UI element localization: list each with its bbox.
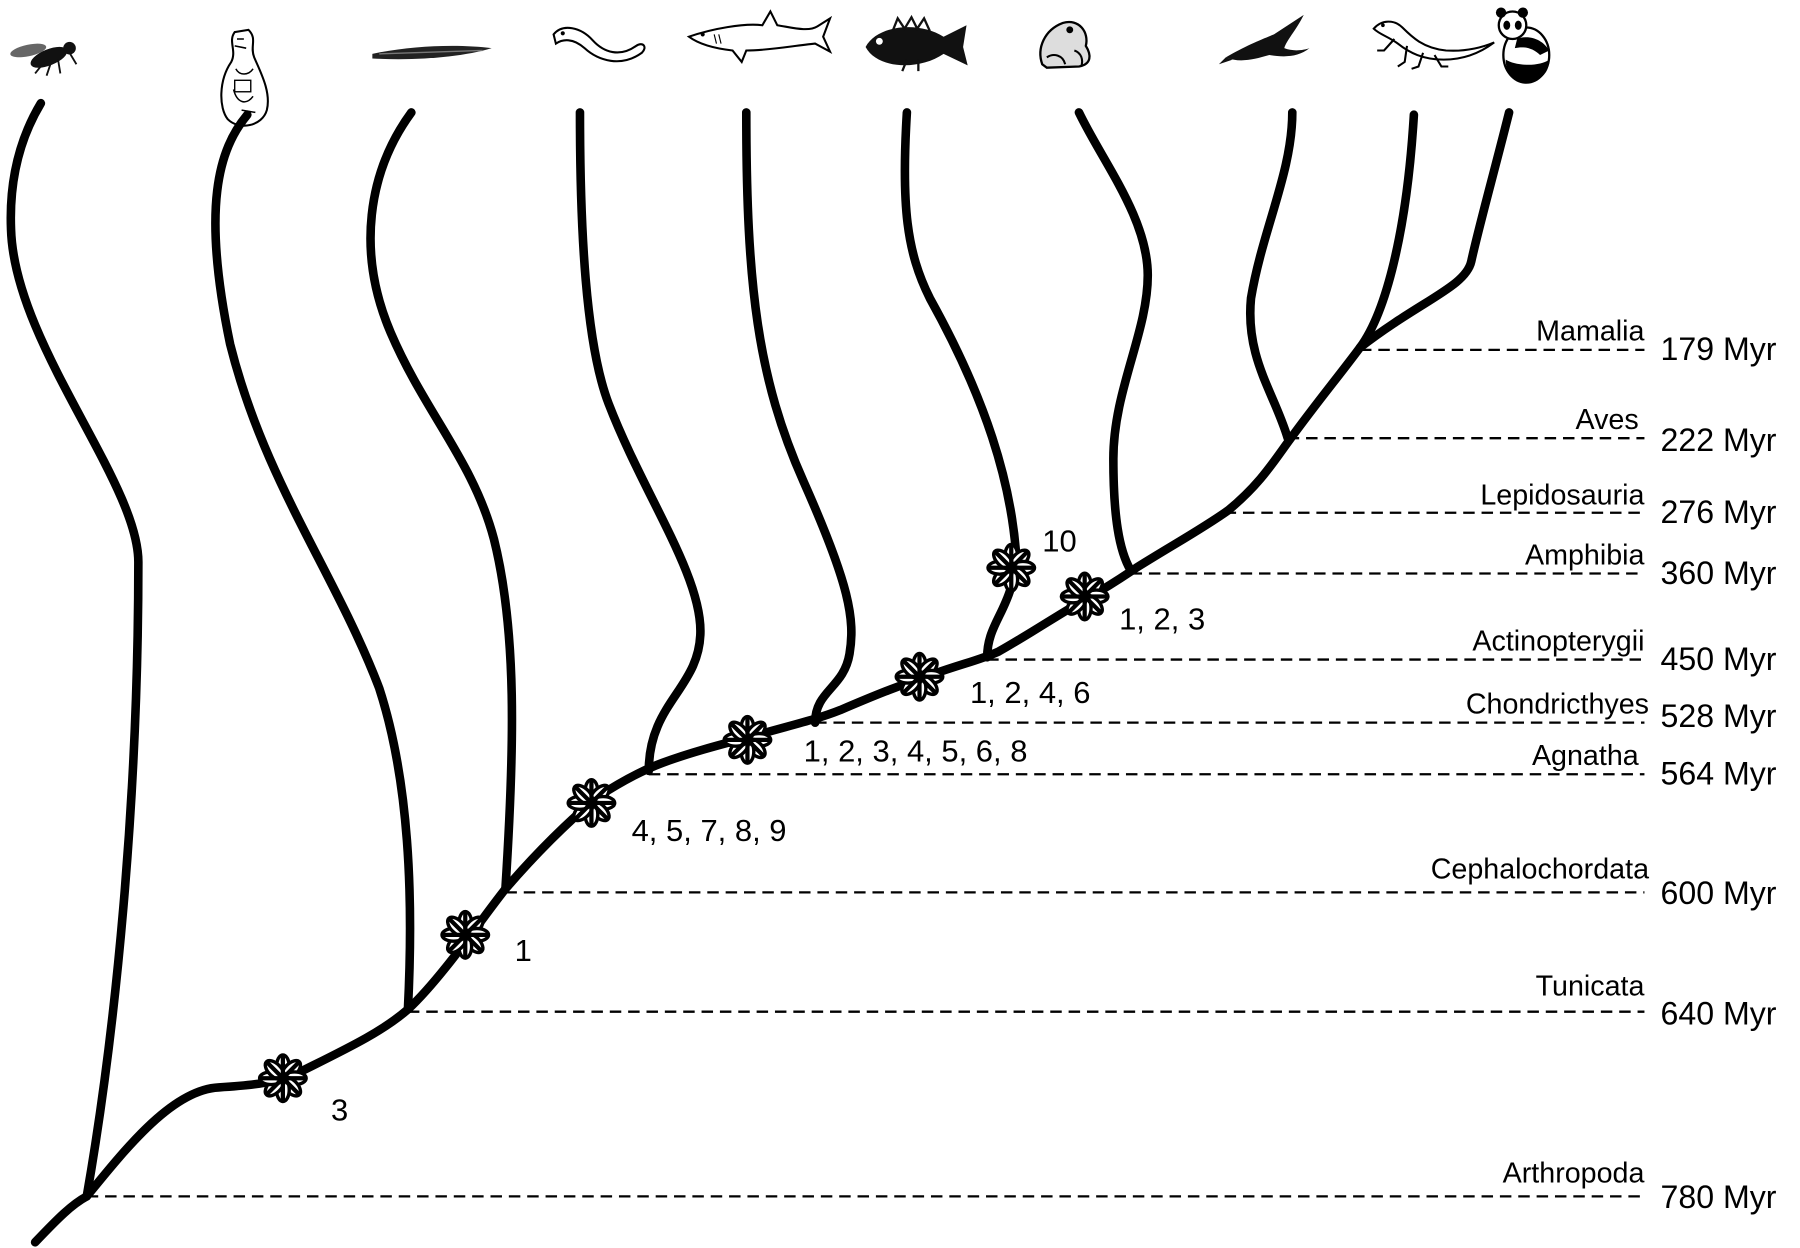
fly-icon bbox=[10, 41, 78, 76]
event-marker bbox=[1061, 573, 1108, 620]
age-label-actinopterygii: 450 Myr bbox=[1661, 641, 1777, 677]
clade-label-aves: Aves bbox=[1576, 404, 1639, 436]
event-label: 3 bbox=[331, 1093, 348, 1128]
age-label-cephalochordata: 600 Myr bbox=[1661, 875, 1777, 911]
event-label: 1, 2, 3, 4, 5, 6, 8 bbox=[804, 734, 1028, 769]
clade-label-chondricthyes: Chondricthyes bbox=[1466, 688, 1649, 720]
clade-label-actinopterygii: Actinopterygii bbox=[1472, 625, 1644, 657]
clade-label-cephalochordata: Cephalochordata bbox=[1431, 854, 1649, 886]
lancelet-icon bbox=[372, 45, 492, 60]
age-label-amphibia: 360 Myr bbox=[1661, 555, 1777, 591]
event-marker bbox=[988, 545, 1035, 592]
branch-amphibia bbox=[1074, 108, 1153, 575]
tunicate-icon bbox=[220, 28, 269, 127]
clade-label-amphibia: Amphibia bbox=[1525, 539, 1645, 571]
shark-icon bbox=[686, 9, 833, 64]
clade-label-mamalia: Mamalia bbox=[1536, 316, 1644, 348]
age-label-chondricthyes: 528 Myr bbox=[1661, 698, 1777, 734]
age-label-aves: 222 Myr bbox=[1661, 422, 1777, 458]
panda-icon bbox=[1495, 7, 1551, 84]
branch-actinopterygii bbox=[900, 108, 1021, 662]
branch-tunicata bbox=[211, 110, 415, 1014]
event-label: 10 bbox=[1042, 524, 1076, 559]
clade-label-arthropoda: Arthropoda bbox=[1503, 1158, 1645, 1190]
branch-agnatha bbox=[575, 108, 705, 776]
age-label-mamalia: 179 Myr bbox=[1661, 331, 1777, 367]
branch-arthropoda bbox=[6, 98, 143, 1201]
branch-backbone bbox=[30, 110, 1419, 1247]
event-marker bbox=[260, 1055, 307, 1102]
clade-label-tunicata: Tunicata bbox=[1536, 971, 1645, 1003]
event-label: 1 bbox=[515, 933, 532, 968]
event-label: 1, 2, 4, 6 bbox=[970, 675, 1091, 710]
branch-mamalia bbox=[1355, 108, 1514, 352]
event-marker bbox=[896, 653, 943, 700]
age-label-agnatha: 564 Myr bbox=[1661, 756, 1777, 792]
fish-icon bbox=[865, 14, 968, 72]
age-label-lepidosauria: 276 Myr bbox=[1661, 494, 1777, 530]
clade-label-lepidosauria: Lepidosauria bbox=[1480, 480, 1644, 512]
event-marker bbox=[724, 717, 771, 764]
frog-icon bbox=[1039, 20, 1091, 69]
event-marker bbox=[568, 780, 615, 827]
branch-chondricthyes bbox=[741, 108, 856, 727]
branch-cephalochordata bbox=[366, 108, 517, 894]
event-label: 1, 2, 3 bbox=[1119, 602, 1205, 637]
age-label-arthropoda: 780 Myr bbox=[1661, 1179, 1777, 1215]
age-label-tunicata: 640 Myr bbox=[1661, 995, 1777, 1031]
bird-icon bbox=[1218, 14, 1310, 65]
event-label: 4, 5, 7, 8, 9 bbox=[632, 813, 787, 848]
event-marker bbox=[442, 912, 489, 959]
clade-label-agnatha: Agnatha bbox=[1532, 740, 1639, 772]
lizard-icon bbox=[1372, 20, 1495, 70]
lamprey-icon bbox=[552, 26, 646, 63]
branch-aves bbox=[1245, 108, 1297, 443]
